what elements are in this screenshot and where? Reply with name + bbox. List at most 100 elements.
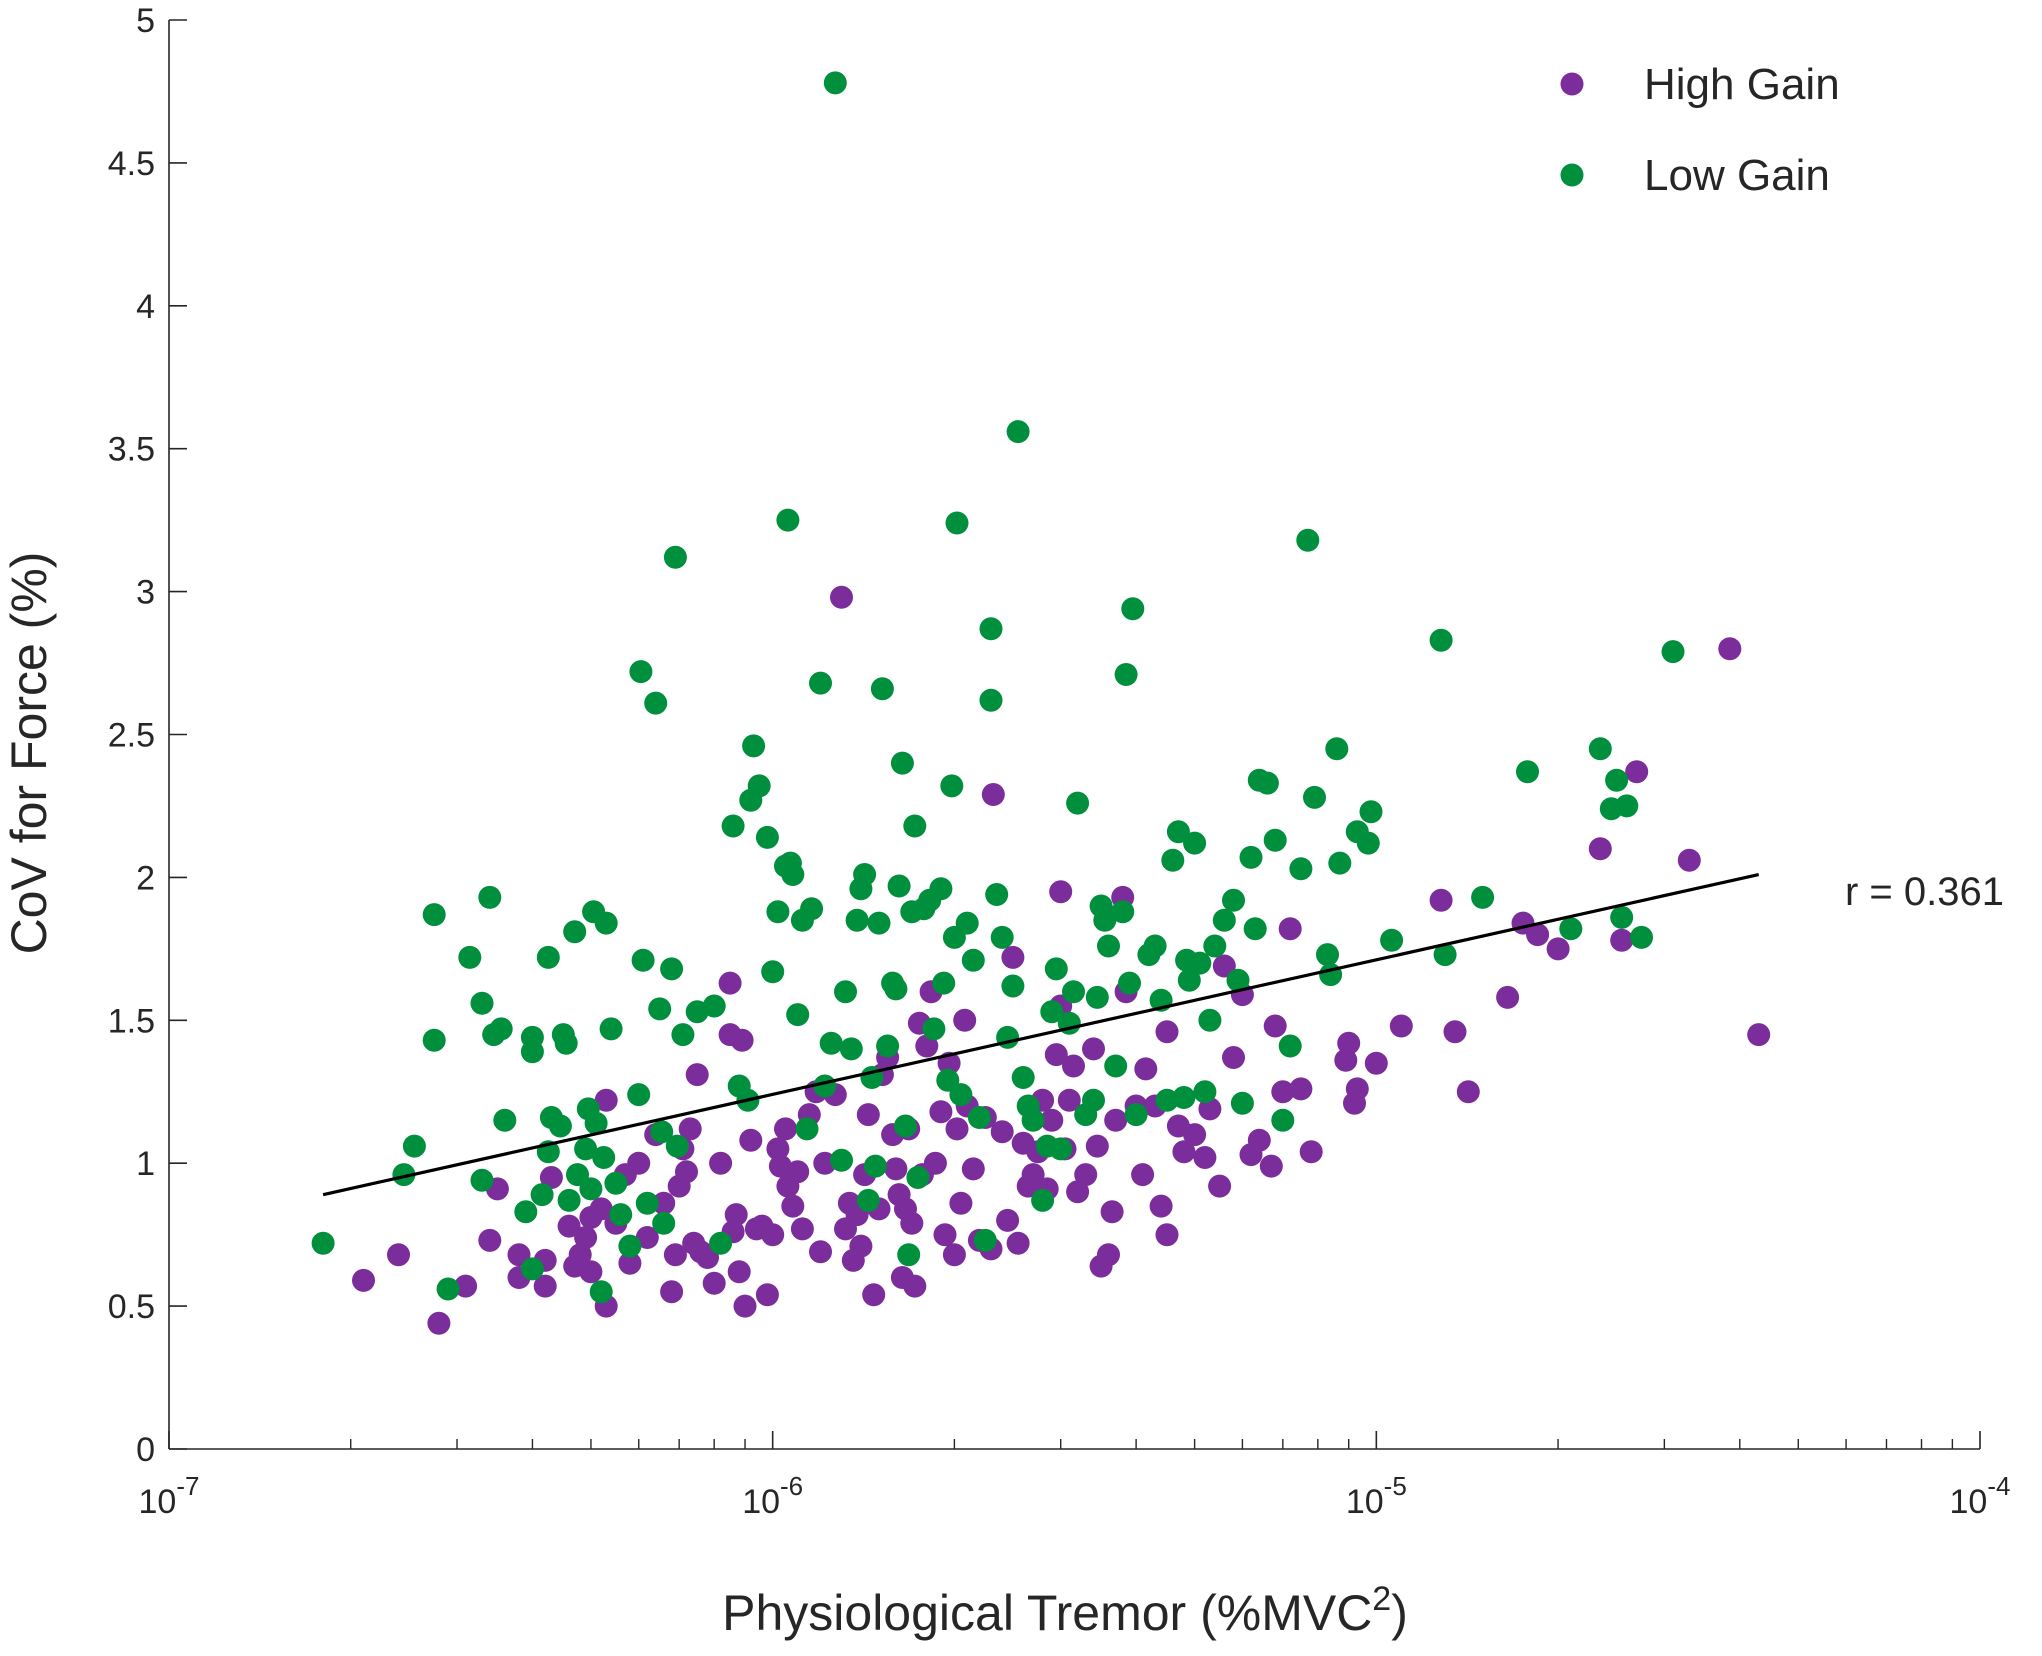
point-low-gain bbox=[1006, 420, 1030, 444]
point-low-gain bbox=[1222, 888, 1245, 912]
point-high-gain bbox=[953, 1008, 977, 1032]
point-low-gain bbox=[1104, 1054, 1128, 1078]
y-tick-label: 2.5 bbox=[108, 717, 155, 755]
point-low-gain bbox=[489, 1017, 513, 1041]
point-low-gain bbox=[755, 825, 779, 849]
point-high-gain bbox=[755, 1283, 779, 1307]
point-low-gain bbox=[795, 1117, 819, 1141]
point-low-gain bbox=[1161, 848, 1185, 872]
x-tick-label: 10-4 bbox=[1950, 1471, 2011, 1521]
point-low-gain bbox=[945, 511, 969, 535]
point-low-gain bbox=[876, 1034, 900, 1058]
point-low-gain bbox=[1183, 831, 1207, 855]
point-high-gain bbox=[539, 1166, 563, 1189]
point-high-gain bbox=[739, 1128, 763, 1152]
point-low-gain bbox=[949, 1083, 973, 1107]
point-high-gain bbox=[1049, 880, 1073, 904]
point-high-gain bbox=[1040, 1108, 1064, 1132]
point-low-gain bbox=[1263, 828, 1287, 852]
point-low-gain bbox=[604, 1171, 628, 1195]
point-high-gain bbox=[594, 1088, 618, 1112]
point-low-gain bbox=[1559, 917, 1583, 941]
point-high-gain bbox=[733, 1294, 757, 1318]
point-low-gain bbox=[1289, 857, 1313, 881]
point-high-gain bbox=[1044, 1043, 1068, 1067]
point-low-gain bbox=[1040, 1000, 1064, 1024]
point-low-gain bbox=[786, 1003, 810, 1027]
y-tick-label: 5 bbox=[136, 2, 155, 40]
point-low-gain bbox=[609, 1203, 633, 1227]
point-low-gain bbox=[1066, 791, 1090, 815]
point-low-gain bbox=[1356, 831, 1380, 855]
points-layer bbox=[311, 71, 1771, 1335]
point-high-gain bbox=[574, 1226, 598, 1249]
point-high-gain bbox=[1677, 848, 1701, 872]
legend-label-high-gain: High Gain bbox=[1644, 60, 1840, 109]
y-axis-title: CoV for Force (%) bbox=[1, 552, 57, 955]
x-axis-title-main: Physiological Tremor (%MVC bbox=[722, 1585, 1372, 1641]
y-tick-label: 2 bbox=[136, 859, 155, 897]
point-high-gain bbox=[730, 1028, 754, 1052]
point-low-gain bbox=[592, 1146, 616, 1169]
point-low-gain bbox=[1085, 985, 1109, 1009]
point-low-gain bbox=[1031, 1188, 1055, 1212]
point-low-gain bbox=[1062, 980, 1085, 1004]
x-tick-label: 10-7 bbox=[139, 1471, 200, 1521]
point-low-gain bbox=[1044, 957, 1068, 981]
point-high-gain bbox=[627, 1151, 651, 1175]
series-low-gain bbox=[311, 71, 1685, 1304]
point-low-gain bbox=[1121, 597, 1145, 621]
y-tick-label: 4 bbox=[136, 288, 155, 326]
point-high-gain bbox=[1259, 1154, 1283, 1178]
point-high-gain bbox=[1443, 1020, 1467, 1044]
legend-label-low-gain: Low Gain bbox=[1644, 151, 1830, 200]
point-low-gain bbox=[1226, 968, 1250, 992]
point-high-gain bbox=[1006, 1231, 1030, 1255]
point-low-gain bbox=[1303, 785, 1326, 809]
x-axis-title-suffix: ) bbox=[1391, 1585, 1408, 1641]
point-low-gain bbox=[940, 774, 964, 798]
point-high-gain bbox=[1066, 1180, 1090, 1204]
point-low-gain bbox=[584, 1111, 608, 1135]
point-high-gain bbox=[786, 1160, 810, 1184]
point-high-gain bbox=[1104, 1108, 1128, 1132]
point-low-gain bbox=[663, 545, 687, 569]
point-high-gain bbox=[1278, 917, 1302, 941]
point-high-gain bbox=[1074, 1163, 1098, 1187]
point-low-gain bbox=[761, 960, 785, 984]
point-low-gain bbox=[1212, 908, 1236, 932]
point-low-gain bbox=[776, 508, 800, 532]
point-high-gain bbox=[1062, 1054, 1085, 1078]
point-high-gain bbox=[663, 1243, 687, 1267]
point-high-gain bbox=[761, 1223, 785, 1247]
point-low-gain bbox=[1188, 951, 1212, 975]
point-low-gain bbox=[1143, 934, 1167, 958]
point-high-gain bbox=[1429, 888, 1453, 912]
point-high-gain bbox=[1610, 928, 1634, 952]
point-low-gain bbox=[979, 617, 1003, 641]
point-low-gain bbox=[1172, 1086, 1196, 1109]
point-low-gain bbox=[1093, 908, 1117, 932]
point-high-gain bbox=[933, 1223, 957, 1247]
point-low-gain bbox=[671, 1023, 695, 1047]
point-high-gain bbox=[727, 1260, 751, 1284]
point-low-gain bbox=[1082, 1088, 1105, 1112]
point-low-gain bbox=[1433, 943, 1457, 967]
point-low-gain bbox=[867, 911, 891, 935]
point-low-gain bbox=[845, 908, 869, 932]
point-high-gain bbox=[1100, 1200, 1124, 1224]
point-high-gain bbox=[1747, 1023, 1771, 1047]
point-low-gain bbox=[702, 994, 726, 1018]
point-high-gain bbox=[1097, 1243, 1120, 1267]
point-low-gain bbox=[834, 980, 857, 1004]
point-low-gain bbox=[1177, 968, 1201, 992]
point-low-gain bbox=[1230, 1091, 1254, 1115]
point-low-gain bbox=[967, 1106, 991, 1129]
point-low-gain bbox=[1118, 971, 1141, 995]
point-low-gain bbox=[1193, 1080, 1217, 1104]
point-high-gain bbox=[1155, 1223, 1179, 1247]
point-high-gain bbox=[961, 1157, 985, 1181]
point-high-gain bbox=[900, 1211, 924, 1235]
point-high-gain bbox=[718, 971, 742, 995]
point-high-gain bbox=[1271, 1080, 1295, 1104]
